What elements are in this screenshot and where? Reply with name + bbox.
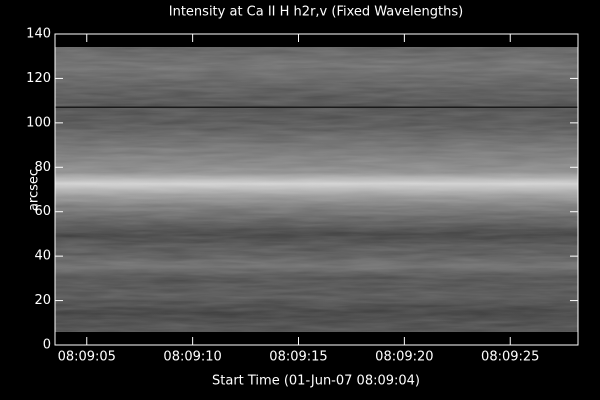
x-tick-label: 08:09:15: [269, 350, 327, 365]
y-tick-label: 0: [43, 338, 51, 353]
y-tick-label: 140: [26, 27, 51, 42]
intensity-image: [55, 47, 578, 332]
x-tick-label: 08:09:10: [163, 350, 221, 365]
x-tick-label: 08:09:05: [58, 350, 116, 365]
y-tick-label: 100: [26, 115, 51, 130]
y-tick-label: 40: [34, 249, 51, 264]
chart-title: Intensity at Ca II H h2r,v (Fixed Wavele…: [169, 5, 463, 20]
x-axis-label: Start Time (01-Jun-07 08:09:04): [212, 374, 420, 389]
x-tick-label: 08:09:25: [481, 350, 539, 365]
y-tick-label: 80: [34, 160, 51, 175]
y-axis-label: arcsec: [27, 169, 42, 211]
x-tick-label: 08:09:20: [375, 350, 433, 365]
y-tick-label: 60: [34, 204, 51, 219]
plot-frame: [54, 33, 579, 346]
y-tick-label: 20: [34, 293, 51, 308]
y-tick-label: 120: [26, 71, 51, 86]
